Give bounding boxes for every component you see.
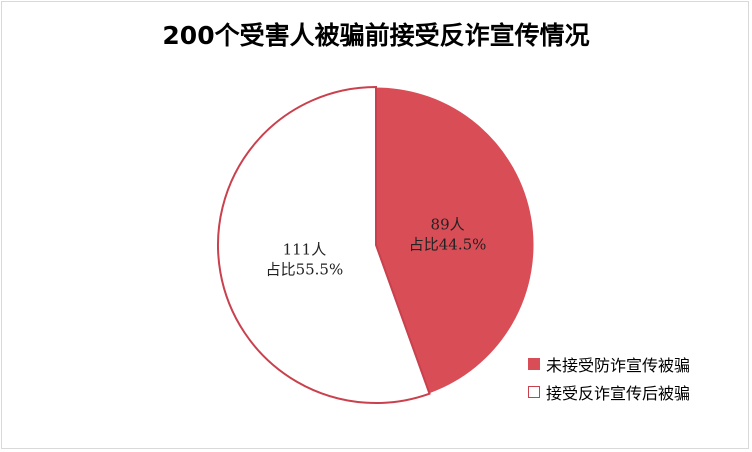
slice-label-percent: 占比44.5% — [409, 236, 487, 254]
legend-item-received: 接受反诈宣传后被骗 — [528, 378, 690, 406]
slice-label-percent: 占比55.5% — [266, 260, 344, 278]
legend-swatch-received — [528, 386, 540, 398]
slice-label-count: 111人 — [283, 240, 327, 258]
chart-title: 200个受害人被骗前接受反诈宣传情况 — [162, 21, 590, 50]
legend-label-received: 接受反诈宣传后被骗 — [546, 384, 691, 403]
pie-slice-received — [217, 85, 431, 404]
pie-slice-unreceived — [375, 86, 535, 395]
slice-label-count: 89人 — [431, 216, 465, 234]
legend-swatch-unreceived — [528, 358, 540, 370]
pie-slices — [217, 85, 535, 404]
legend-item-unreceived: 未接受防诈宣传被骗 — [528, 350, 690, 378]
legend: 未接受防诈宣传被骗 接受反诈宣传后被骗 — [528, 350, 690, 406]
legend-label-unreceived: 未接受防诈宣传被骗 — [546, 356, 691, 375]
